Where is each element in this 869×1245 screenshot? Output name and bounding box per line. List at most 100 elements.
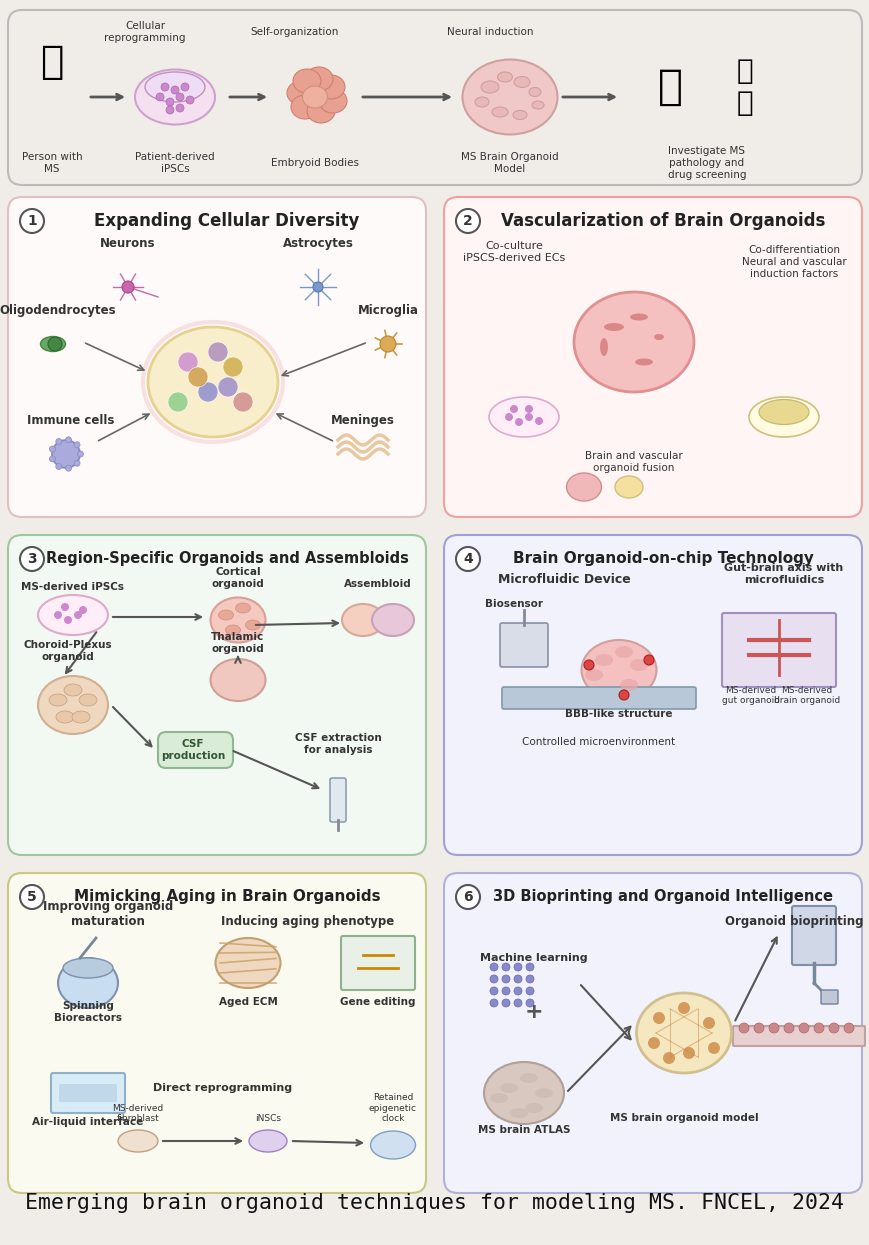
FancyBboxPatch shape: [8, 10, 861, 186]
Circle shape: [514, 998, 521, 1007]
Ellipse shape: [566, 473, 600, 500]
Circle shape: [161, 83, 169, 91]
Text: CSF
production: CSF production: [161, 740, 225, 761]
Circle shape: [526, 998, 534, 1007]
FancyBboxPatch shape: [443, 873, 861, 1193]
Ellipse shape: [574, 293, 693, 392]
Ellipse shape: [218, 610, 233, 620]
Circle shape: [61, 603, 69, 611]
Circle shape: [77, 451, 83, 457]
Circle shape: [178, 352, 198, 372]
Circle shape: [54, 611, 62, 619]
Text: BBB-like structure: BBB-like structure: [565, 708, 672, 720]
Text: MS brain organoid model: MS brain organoid model: [609, 1113, 758, 1123]
Ellipse shape: [290, 95, 319, 120]
Text: MS-derived
fibroblast: MS-derived fibroblast: [112, 1103, 163, 1123]
Ellipse shape: [64, 684, 82, 696]
Text: Biosensor: Biosensor: [484, 599, 542, 609]
Circle shape: [653, 1012, 664, 1023]
Circle shape: [753, 1023, 763, 1033]
Circle shape: [501, 998, 509, 1007]
Ellipse shape: [620, 679, 637, 691]
Text: Air-liquid interface: Air-liquid interface: [32, 1117, 143, 1127]
Ellipse shape: [249, 1130, 287, 1152]
Circle shape: [181, 83, 189, 91]
Text: 3D Bioprinting and Organoid Intelligence: 3D Bioprinting and Organoid Intelligence: [493, 889, 832, 905]
Circle shape: [501, 975, 509, 984]
Ellipse shape: [56, 711, 74, 723]
Ellipse shape: [145, 72, 205, 102]
Ellipse shape: [372, 604, 414, 636]
Circle shape: [682, 1047, 694, 1059]
Circle shape: [828, 1023, 838, 1033]
Ellipse shape: [483, 1062, 563, 1124]
Text: Gene editing: Gene editing: [340, 997, 415, 1007]
Circle shape: [534, 417, 542, 425]
Ellipse shape: [301, 73, 328, 97]
Circle shape: [526, 975, 534, 984]
Circle shape: [168, 392, 188, 412]
Ellipse shape: [528, 87, 541, 97]
Circle shape: [702, 1017, 714, 1030]
Ellipse shape: [38, 595, 108, 635]
Text: 2: 2: [462, 214, 473, 228]
Circle shape: [583, 660, 594, 670]
Circle shape: [455, 547, 480, 571]
Ellipse shape: [600, 337, 607, 356]
Text: Brain and vascular
organoid fusion: Brain and vascular organoid fusion: [585, 451, 682, 473]
Circle shape: [186, 96, 194, 105]
Ellipse shape: [319, 88, 347, 113]
Circle shape: [380, 336, 395, 352]
Text: Neurons: Neurons: [100, 237, 156, 250]
Text: Cortical
organoid: Cortical organoid: [211, 568, 264, 589]
Ellipse shape: [316, 75, 345, 100]
Text: Brain Organoid-on-chip Technology: Brain Organoid-on-chip Technology: [512, 552, 813, 566]
Text: Self-organization: Self-organization: [250, 27, 339, 37]
Ellipse shape: [513, 111, 527, 120]
Text: Microfluidic Device: Microfluidic Device: [497, 573, 630, 586]
Ellipse shape: [41, 336, 65, 351]
Text: Neural induction: Neural induction: [447, 27, 533, 37]
Circle shape: [222, 357, 242, 377]
FancyBboxPatch shape: [791, 906, 835, 965]
Text: MS-derived
brain organoid: MS-derived brain organoid: [773, 686, 839, 705]
Ellipse shape: [489, 1093, 507, 1103]
FancyBboxPatch shape: [8, 535, 426, 855]
Text: Co-culture
iPSCS-derived ECs: Co-culture iPSCS-derived ECs: [462, 242, 565, 263]
Circle shape: [208, 342, 228, 362]
Text: 4: 4: [462, 552, 473, 566]
Circle shape: [233, 392, 253, 412]
Text: Immune cells: Immune cells: [27, 415, 115, 427]
Circle shape: [647, 1037, 660, 1050]
Ellipse shape: [135, 70, 215, 124]
Ellipse shape: [235, 603, 250, 613]
Text: 5: 5: [27, 890, 36, 904]
Text: MS-derived iPSCs: MS-derived iPSCs: [22, 581, 124, 593]
Text: iNSCs: iNSCs: [255, 1114, 281, 1123]
Text: Retained
epigenetic
clock: Retained epigenetic clock: [368, 1093, 416, 1123]
Circle shape: [65, 437, 71, 443]
Ellipse shape: [245, 620, 260, 630]
Text: MS Brain Organoid
Model: MS Brain Organoid Model: [461, 152, 558, 174]
Circle shape: [509, 405, 517, 413]
Text: Meninges: Meninges: [331, 415, 395, 427]
Circle shape: [524, 413, 533, 421]
FancyBboxPatch shape: [501, 687, 695, 708]
Circle shape: [489, 987, 497, 995]
Text: Expanding Cellular Diversity: Expanding Cellular Diversity: [94, 212, 359, 230]
Text: Emerging brain organoid techniques for modeling MS. FNCEL, 2024: Emerging brain organoid techniques for m…: [25, 1193, 844, 1213]
FancyBboxPatch shape: [158, 732, 233, 768]
Circle shape: [783, 1023, 793, 1033]
Ellipse shape: [614, 646, 633, 659]
FancyBboxPatch shape: [443, 535, 861, 855]
Text: Patient-derived
iPSCs: Patient-derived iPSCs: [135, 152, 215, 174]
Ellipse shape: [293, 68, 321, 93]
Text: Region-Specific Organoids and Assembloids: Region-Specific Organoids and Assembloid…: [45, 552, 408, 566]
Circle shape: [707, 1042, 720, 1055]
Ellipse shape: [531, 101, 543, 110]
FancyBboxPatch shape: [8, 873, 426, 1193]
Ellipse shape: [462, 60, 557, 134]
Ellipse shape: [38, 676, 108, 735]
Circle shape: [122, 281, 134, 293]
Ellipse shape: [216, 937, 280, 989]
